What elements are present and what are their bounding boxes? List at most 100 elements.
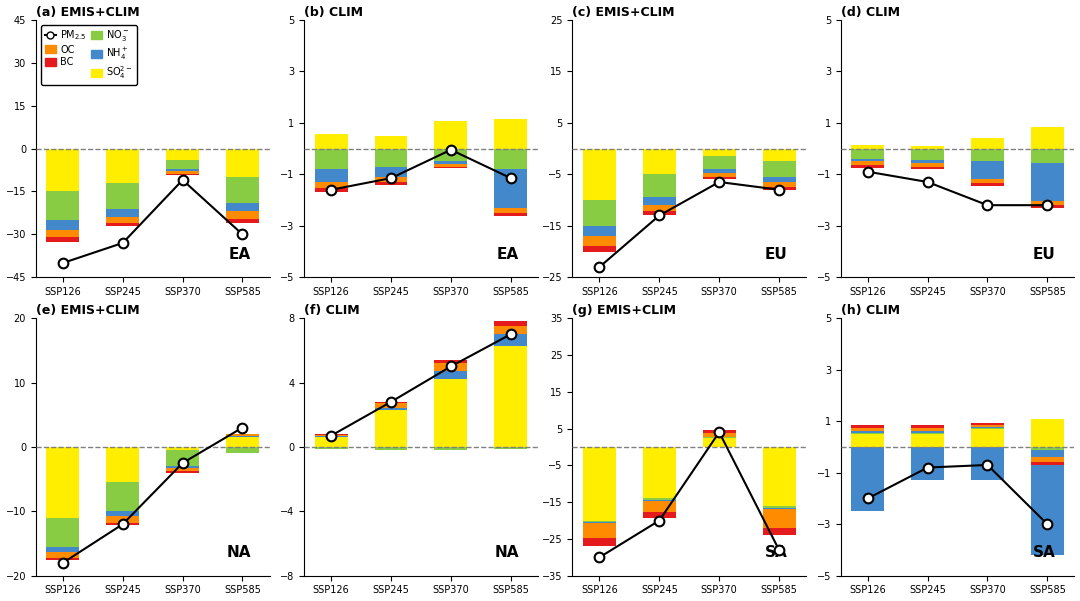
Bar [1031, 205, 1064, 208]
Bar [912, 163, 944, 166]
Bar [1031, 457, 1064, 462]
Bar [495, 213, 527, 216]
Bar [851, 162, 885, 165]
Bar [46, 558, 79, 560]
Text: (h) CLIM: (h) CLIM [840, 304, 900, 317]
Bar [434, 148, 468, 162]
Bar [583, 200, 616, 226]
Bar [375, 182, 407, 185]
Bar [762, 508, 796, 510]
Bar [912, 148, 944, 160]
Bar [106, 223, 139, 227]
Bar [762, 182, 796, 187]
Bar [703, 430, 735, 433]
Text: (e) EMIS+CLIM: (e) EMIS+CLIM [36, 304, 139, 317]
Bar [434, 360, 468, 363]
Bar [106, 516, 139, 523]
Bar [703, 177, 735, 179]
Bar [762, 148, 796, 162]
Bar [375, 148, 407, 166]
Bar [703, 438, 735, 447]
Bar [971, 148, 1004, 162]
Bar [971, 180, 1004, 183]
Bar [912, 166, 944, 169]
Bar [106, 447, 139, 483]
Bar [1031, 465, 1064, 555]
Bar [851, 159, 885, 162]
Bar [106, 483, 139, 511]
Bar [1031, 148, 1064, 163]
Bar [583, 523, 616, 538]
Bar [226, 203, 259, 212]
Bar [226, 438, 259, 447]
Bar [643, 501, 676, 512]
Bar [851, 425, 885, 428]
Bar [912, 425, 944, 428]
Bar [314, 435, 348, 436]
Bar [643, 500, 676, 501]
Bar [912, 428, 944, 432]
Bar [314, 447, 348, 448]
Bar [1031, 450, 1064, 457]
Bar [583, 522, 616, 523]
Bar [495, 169, 527, 208]
Bar [643, 198, 676, 205]
Bar [851, 434, 885, 447]
Bar [1031, 163, 1064, 201]
Bar [703, 169, 735, 173]
Bar [226, 447, 259, 453]
Bar [971, 183, 1004, 186]
Bar [643, 148, 676, 174]
Bar [495, 119, 527, 148]
Bar [106, 217, 139, 223]
Bar [912, 432, 944, 433]
Bar [46, 547, 79, 552]
Bar [1031, 418, 1064, 447]
Bar [495, 326, 527, 334]
Bar [46, 230, 79, 237]
Bar [912, 447, 944, 480]
Bar [1031, 462, 1064, 465]
Bar [912, 433, 944, 434]
Bar [46, 148, 79, 192]
Bar [166, 171, 199, 174]
Text: (g) EMIS+CLIM: (g) EMIS+CLIM [572, 304, 676, 317]
Bar [971, 427, 1004, 428]
Bar [912, 146, 944, 148]
Bar [226, 177, 259, 203]
Bar [314, 434, 348, 435]
Bar [375, 166, 407, 177]
Bar [495, 447, 527, 448]
Bar [643, 205, 676, 212]
Bar [46, 237, 79, 242]
Bar [762, 510, 796, 528]
Bar [106, 511, 139, 516]
Bar [762, 162, 796, 177]
Text: (a) EMIS+CLIM: (a) EMIS+CLIM [36, 5, 139, 19]
Bar [106, 183, 139, 209]
Text: (f) CLIM: (f) CLIM [305, 304, 360, 317]
Bar [1031, 447, 1064, 450]
Bar [434, 166, 468, 168]
Bar [971, 424, 1004, 425]
Text: (d) CLIM: (d) CLIM [840, 5, 900, 19]
Bar [46, 552, 79, 558]
Bar [314, 182, 348, 189]
Bar [226, 436, 259, 438]
Bar [643, 447, 676, 498]
Bar [851, 432, 885, 433]
Text: NA: NA [227, 545, 251, 560]
Bar [375, 403, 407, 408]
Bar [46, 518, 79, 547]
Bar [971, 429, 1004, 447]
Bar [762, 187, 796, 190]
Bar [434, 447, 468, 450]
Bar [971, 428, 1004, 429]
Bar [495, 346, 527, 447]
Bar [703, 156, 735, 169]
Text: SA: SA [765, 545, 787, 560]
Bar [314, 438, 348, 447]
Text: EA: EA [497, 247, 519, 262]
Bar [166, 450, 199, 466]
Bar [166, 160, 199, 168]
